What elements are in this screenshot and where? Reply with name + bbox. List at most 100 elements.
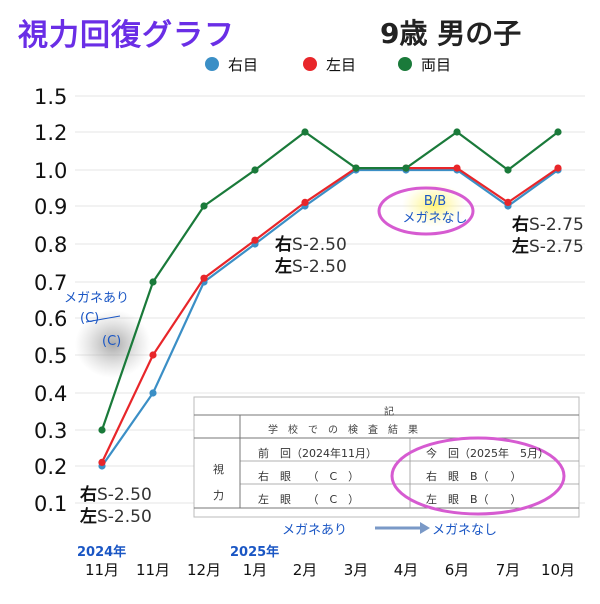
presc-right-value: S-2.75 xyxy=(529,215,584,235)
legend: 右目 左目 両目 xyxy=(205,56,451,74)
data-point xyxy=(301,128,309,136)
x-tick-label: 7月 xyxy=(496,561,521,579)
legend-label: 左目 xyxy=(326,56,356,74)
presc-right-label: 右 xyxy=(80,485,97,505)
legend-marker xyxy=(205,57,219,71)
data-point xyxy=(453,164,461,172)
check-title: 学 校 で の 検 査 結 果 xyxy=(268,425,418,436)
right-prescription: 右S-2.75 左S-2.75 xyxy=(512,214,584,258)
gray-highlight xyxy=(75,310,151,378)
chart-subtitle: 9歳 男の子 xyxy=(380,17,522,50)
data-point xyxy=(200,202,208,210)
c-grade-top: (C) xyxy=(80,311,100,326)
glasses-on-note: メガネあり xyxy=(64,291,130,306)
data-point xyxy=(200,274,208,282)
x-tick-label: 11月 xyxy=(136,561,170,579)
y-tick-label: 0.6 xyxy=(34,307,67,331)
y-tick-label: 0.4 xyxy=(34,382,67,406)
y-tick-label: 0.8 xyxy=(34,233,67,257)
y-tick-label: 0.3 xyxy=(34,419,67,443)
data-point xyxy=(352,164,360,172)
y-tick-label: 0.2 xyxy=(34,455,67,479)
check-prev-right: 右 眼 （ C ） xyxy=(258,470,360,483)
presc-left-label: 左 xyxy=(512,237,529,257)
series-line xyxy=(100,130,559,431)
legend-label: 両目 xyxy=(421,56,451,74)
x-tick-label: 3月 xyxy=(344,561,369,579)
data-point xyxy=(301,198,309,206)
legend-label: 右目 xyxy=(228,56,258,74)
series-layer xyxy=(98,128,562,470)
check-now-left: 左 眼 B（ ） xyxy=(426,493,522,506)
presc-right-label: 右 xyxy=(512,215,529,235)
presc-right-value: S-2.50 xyxy=(97,485,152,505)
bb-no-glasses: メガネなし xyxy=(402,211,468,226)
x-tick-label: 4月 xyxy=(394,561,419,579)
y-tick-label: 0.1 xyxy=(34,492,67,516)
left-prescription: 右S-2.50 左S-2.50 xyxy=(80,484,152,528)
series-line xyxy=(101,168,559,467)
pink-circle-result xyxy=(390,436,566,516)
c-grade-bottom: (C) xyxy=(102,334,122,349)
presc-left-value: S-2.50 xyxy=(292,257,347,277)
arrow-from-label: メガネあり xyxy=(282,523,348,538)
x-tick-label: 11月 xyxy=(85,561,119,579)
x-tick-label: 2月 xyxy=(293,561,318,579)
arrow-head xyxy=(420,522,430,534)
data-point xyxy=(149,278,157,286)
presc-left-value: S-2.50 xyxy=(97,507,152,527)
decoration-layer xyxy=(75,183,475,378)
data-point xyxy=(98,458,106,466)
check-frame xyxy=(193,396,580,518)
presc-left-label: 左 xyxy=(80,507,97,527)
check-header: 記 xyxy=(384,407,394,418)
series-両目 xyxy=(98,128,562,434)
series-line xyxy=(101,167,559,463)
data-point xyxy=(554,164,562,172)
grid-layer xyxy=(75,95,585,504)
pink-circle-bb xyxy=(377,186,475,236)
presc-right-label: 右 xyxy=(275,235,292,255)
school-check-panel xyxy=(193,396,580,534)
data-point xyxy=(98,426,106,434)
check-side-label-2: 力 xyxy=(213,489,224,502)
y-tick-label: 0.7 xyxy=(34,271,67,295)
data-point xyxy=(453,128,461,136)
bb-note: B/B メガネなし xyxy=(395,193,475,227)
check-now-right: 右 眼 B（ ） xyxy=(426,470,522,483)
data-point xyxy=(504,166,512,174)
year-label: 2025年 xyxy=(230,544,279,560)
bb-grade: B/B xyxy=(423,194,447,209)
year-label: 2024年 xyxy=(77,544,126,560)
chart-title: 視力回復グラフ xyxy=(18,18,235,53)
y-tick-label: 0.5 xyxy=(34,344,67,368)
data-point xyxy=(504,198,512,206)
legend-marker xyxy=(398,57,412,71)
y-tick-label: 1.0 xyxy=(34,159,67,183)
data-point xyxy=(149,351,157,359)
presc-left-value: S-2.75 xyxy=(529,237,584,257)
check-prev-left: 左 眼 （ C ） xyxy=(258,493,360,506)
check-now-label: 今 回（2025年 5月） xyxy=(426,447,549,460)
c-slash xyxy=(85,315,121,323)
data-point xyxy=(251,236,259,244)
arrow-to-label: メガネなし xyxy=(432,523,498,538)
mid-prescription: 右S-2.50 左S-2.50 xyxy=(275,234,347,278)
x-tick-label: 10月 xyxy=(541,561,575,579)
y-tick-layer: 0.1 0.2 0.3 0.4 0.5 0.6 0.7 0.8 0.9 1.0 1.2 1.5 xyxy=(34,85,67,516)
y-tick-label: 1.2 xyxy=(34,121,67,145)
data-point xyxy=(251,166,259,174)
data-point xyxy=(554,128,562,136)
y-tick-label: 0.9 xyxy=(34,195,67,219)
yellow-highlight xyxy=(402,183,466,227)
data-point xyxy=(149,389,157,397)
check-side-label-1: 視 xyxy=(213,463,224,476)
check-prev-label: 前 回（2024年11月） xyxy=(258,447,377,460)
data-point xyxy=(402,164,410,172)
x-tick-layer: 11月 11月 12月 1月 2月 3月 4月 6月 7月 10月 2024年 2025年 xyxy=(77,544,575,579)
x-tick-label: 1月 xyxy=(243,561,268,579)
x-tick-label: 12月 xyxy=(187,561,221,579)
legend-marker xyxy=(303,57,317,71)
